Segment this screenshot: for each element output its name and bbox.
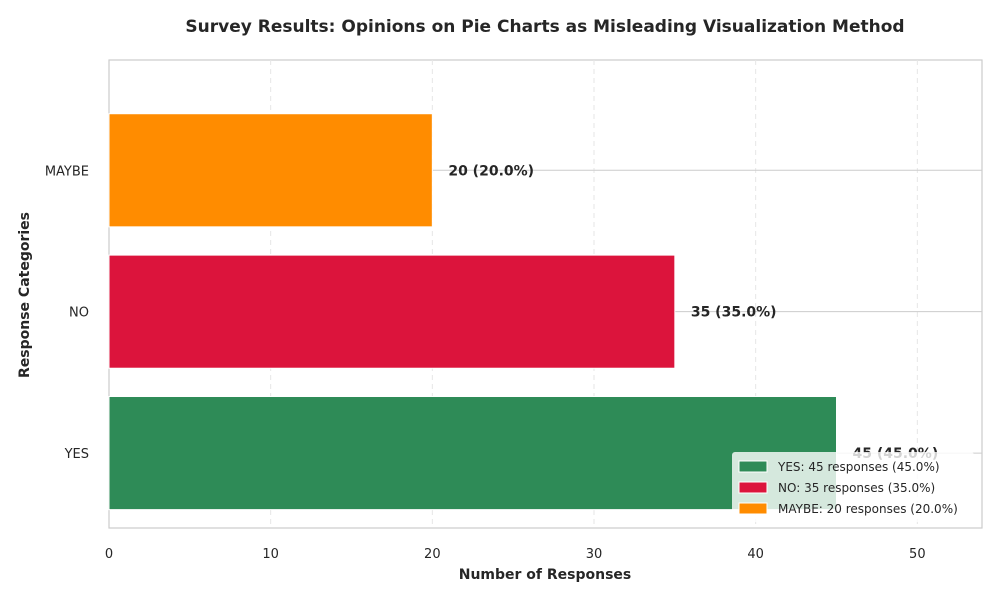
legend-swatch [738, 481, 768, 494]
x-tick-label: 0 [105, 547, 113, 562]
x-tick-label: 10 [262, 547, 279, 562]
y-tick-label: NO [69, 306, 89, 321]
legend-entry: YES: 45 responses (45.0%) [777, 460, 940, 474]
legend-entry: MAYBE: 20 responses (20.0%) [778, 502, 958, 516]
y-axis-label: Response Categories [17, 212, 33, 378]
x-tick-label: 40 [747, 547, 764, 562]
legend-swatch [738, 460, 768, 473]
x-tick-label: 30 [586, 547, 603, 562]
y-tick-label: YES [64, 447, 89, 462]
legend: YES: 45 responses (45.0%) NO: 35 response… [732, 452, 974, 522]
legend-swatch [738, 502, 768, 515]
data-label-no: 35 (35.0%) [691, 305, 777, 321]
x-tick-label: 20 [424, 547, 441, 562]
bar-maybe [108, 113, 433, 228]
y-tick-label: MAYBE [45, 164, 89, 179]
bar-yes [108, 396, 837, 511]
data-label-maybe: 20 (20.0%) [448, 163, 534, 179]
x-axis-label: Number of Responses [459, 567, 632, 583]
bars-layer [108, 113, 837, 511]
legend-box [732, 452, 974, 522]
bar-no [108, 254, 676, 369]
legend-entry: NO: 35 responses (35.0%) [778, 481, 935, 495]
x-tick-label: 50 [909, 547, 926, 562]
chart-title: Survey Results: Opinions on Pie Charts a… [185, 17, 904, 37]
axis-layer: 0 10 20 30 40 50 YES NO MAYBE [45, 164, 926, 562]
